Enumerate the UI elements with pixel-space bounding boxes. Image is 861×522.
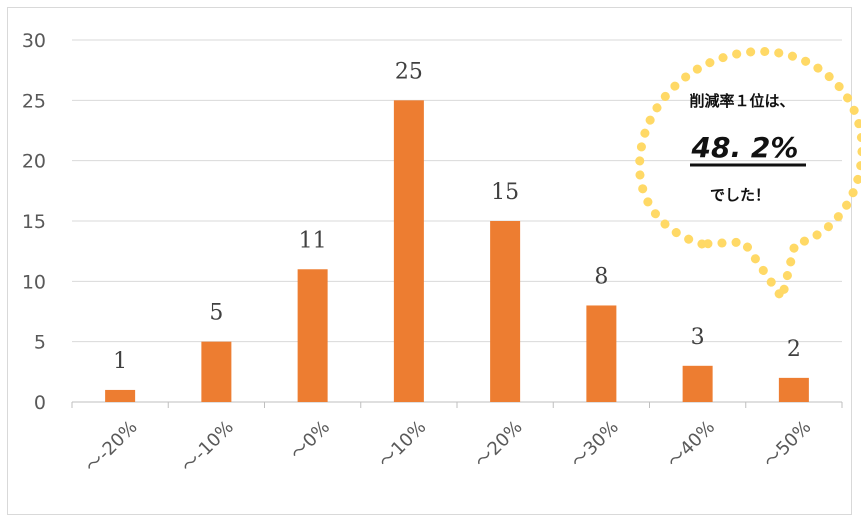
data-label: 3 [691,325,705,350]
data-label: 1 [113,349,127,374]
gridlines [71,39,843,408]
bar [490,221,521,402]
chart-frame [7,7,852,515]
y-tick-label: 5 [34,332,46,354]
bar [201,341,232,402]
y-tick-label: 20 [22,151,46,173]
data-label: 25 [395,59,423,84]
bar [778,377,809,402]
x-tick-label: ～-20% [81,417,141,477]
y-tick-label: 15 [22,211,46,233]
y-tick-label: 10 [22,271,46,293]
x-tick-label: ～-10% [177,417,237,477]
bar [682,365,713,402]
bars [105,100,809,402]
data-label: 11 [299,228,327,253]
callout-line-3: でした！ [710,186,770,204]
x-tick-label: ～30% [567,417,623,473]
data-label: 15 [491,180,519,205]
bar [105,389,136,402]
x-tick-label: ～40% [663,417,719,473]
y-tick-label: 30 [22,30,46,52]
bar [393,100,424,402]
callout-line-1: 削減率１位は、 [689,92,794,110]
x-tick-label: ～50% [760,417,816,473]
data-label: 2 [787,337,801,362]
x-tick-label: ～0% [286,417,334,465]
speech-bubble-callout: 削減率１位は、 48. 2% でした！ [635,46,861,303]
x-tick-label: ～10% [375,417,431,473]
y-tick-label: 0 [34,392,46,414]
x-axis-ticks: ～-20% ～-10% ～0% ～10% ～20% ～30% ～40% ～50% [81,417,815,477]
bar [586,305,617,402]
bar [297,269,328,402]
y-axis-ticks: 0 5 10 15 20 25 30 [22,30,46,414]
data-label: 8 [594,264,608,289]
x-tick-label: ～20% [471,417,527,473]
callout-line-2: 48. 2% [691,131,799,164]
data-label: 5 [209,301,223,326]
callout-bubble-outline [635,46,861,303]
y-tick-label: 25 [22,90,46,112]
